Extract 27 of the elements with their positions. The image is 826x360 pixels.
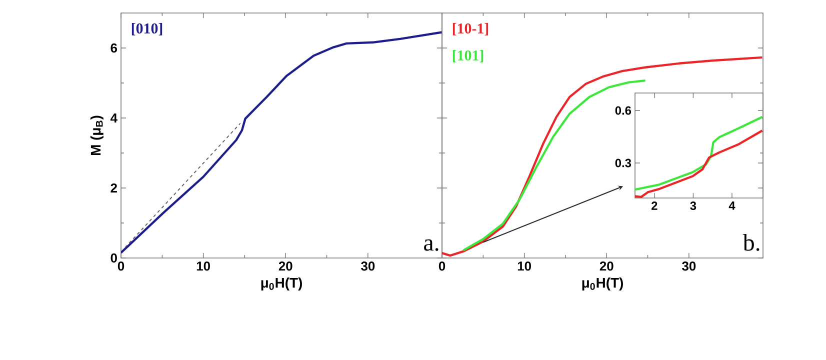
text: [010] (132, 23, 162, 36)
x-tick-label: 20 (278, 262, 292, 271)
y-tick-label: 0.6 (615, 106, 632, 115)
y-tick-label: 0.3 (615, 158, 632, 168)
x-axis-title: μ$_{0}$H(T) (261, 278, 302, 291)
y-tick-label: 4 (110, 114, 118, 122)
y-tick-label: 6 (110, 43, 118, 53)
x-tick-label: 10 (518, 262, 531, 271)
line-series (635, 130, 764, 198)
x-tick-label: 30 (361, 262, 375, 271)
x-tick-label: 0 (118, 262, 124, 271)
annotation: b. (742, 234, 760, 251)
text: [10-1] (452, 23, 488, 36)
x-tick-label: 30 (682, 262, 696, 271)
text: [101] (452, 50, 484, 62)
line-series (635, 116, 764, 191)
y-tick-label: 2 (110, 183, 117, 193)
x-axis-title: μ$_{0}$H(T) (582, 278, 623, 291)
x-tick-label: 2 (652, 202, 658, 210)
x-tick-label: 3 (690, 202, 696, 210)
x-tick-label: 10 (196, 262, 210, 271)
y-tick-label: 0 (110, 253, 117, 263)
x-tick-label: 0 (438, 262, 446, 271)
annotation: a. (424, 239, 438, 251)
x-tick-label: 4 (728, 202, 736, 210)
x-tick-label: 20 (600, 262, 614, 271)
y-axis-title: M (μ$_{B}$) (90, 116, 104, 155)
